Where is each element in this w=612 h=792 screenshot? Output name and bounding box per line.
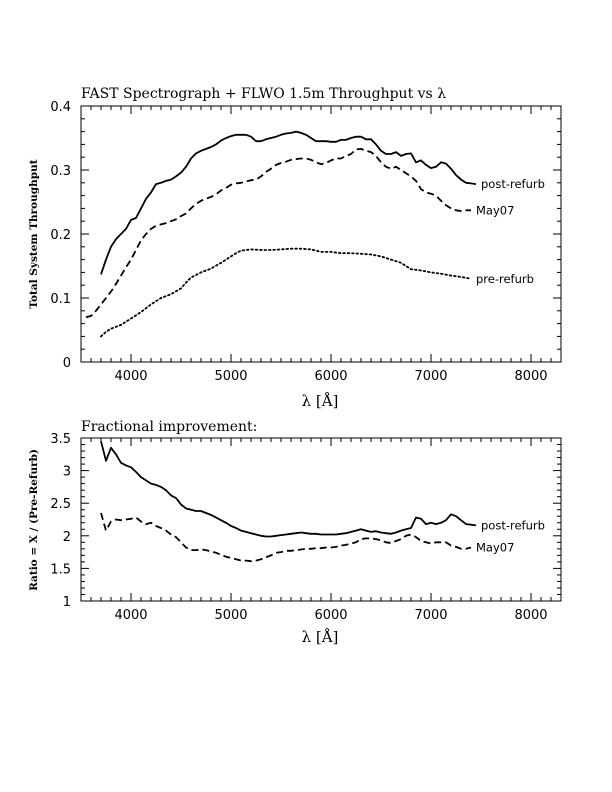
improvement-series-post-refurb xyxy=(100,441,477,538)
throughput-xtick-label: 5000 xyxy=(214,369,247,384)
improvement-ytick-label: 3 xyxy=(63,465,71,480)
throughput-xtick-label: 4000 xyxy=(114,369,147,384)
throughput-ytick-label: 0.4 xyxy=(50,100,71,115)
throughput-xtick-label: 8000 xyxy=(514,369,547,384)
throughput-ytick-label: 0.3 xyxy=(50,164,71,179)
improvement-tick-labels: 4000 5000 6000 7000 8000 1 1.5 2 2.5 3 3.5 xyxy=(50,432,547,623)
improvement-label-may07: May07 xyxy=(476,541,514,555)
throughput-series-may07 xyxy=(85,147,471,319)
throughput-tick-labels: 4000 5000 6000 7000 8000 0 0.1 0.2 0.3 0.4 xyxy=(50,100,547,384)
improvement-ticks xyxy=(80,437,562,602)
throughput-series-post-refurb xyxy=(100,130,477,275)
improvement-ytick-label: 3.5 xyxy=(50,432,71,447)
throughput-label-may07: May07 xyxy=(476,203,514,217)
throughput-xtick-label: 7000 xyxy=(414,369,447,384)
throughput-chart-title: FAST Spectrograph + FLWO 1.5m Throughput… xyxy=(81,86,446,102)
throughput-x-axis-label: λ [Å] xyxy=(302,392,339,410)
throughput-ytick-label: 0.2 xyxy=(50,228,71,243)
throughput-ytick-label: 0.1 xyxy=(50,292,71,307)
improvement-y-axis-label: Ratio = X / (Pre-Refurb) xyxy=(28,449,40,591)
improvement-chart-title: Fractional improvement: xyxy=(81,419,257,435)
throughput-plot-frame xyxy=(80,105,562,363)
improvement-x-axis-label: λ [Å] xyxy=(302,628,339,646)
throughput-label-pre-refurb: pre-refurb xyxy=(476,272,534,286)
throughput-chart: FAST Spectrograph + FLWO 1.5m Throughput… xyxy=(28,86,562,410)
improvement-label-post-refurb: post-refurb xyxy=(481,518,545,532)
improvement-ytick-label: 1 xyxy=(63,595,71,610)
improvement-ytick-label: 1.5 xyxy=(50,562,71,577)
improvement-xtick-label: 5000 xyxy=(214,608,247,623)
improvement-ytick-label: 2 xyxy=(63,530,71,545)
improvement-series: post-refurb May07 xyxy=(100,441,545,563)
throughput-xtick-label: 6000 xyxy=(314,369,347,384)
throughput-label-post-refurb: post-refurb xyxy=(481,177,545,191)
improvement-xtick-label: 6000 xyxy=(314,608,347,623)
improvement-series-may07 xyxy=(100,512,472,563)
improvement-xtick-label: 7000 xyxy=(414,608,447,623)
throughput-y-axis-label: Total System Throughput xyxy=(28,159,40,308)
throughput-series-pre-refurb xyxy=(100,247,472,338)
throughput-ytick-label: 0 xyxy=(63,356,71,371)
improvement-ytick-label: 2.5 xyxy=(50,497,71,512)
throughput-series: post-refurb May07 pre-refurb xyxy=(85,130,545,338)
throughput-ticks xyxy=(80,105,562,363)
improvement-xtick-label: 8000 xyxy=(514,608,547,623)
improvement-chart: Fractional improvement: Ratio = X / (Pre… xyxy=(28,419,562,646)
improvement-xtick-label: 4000 xyxy=(114,608,147,623)
